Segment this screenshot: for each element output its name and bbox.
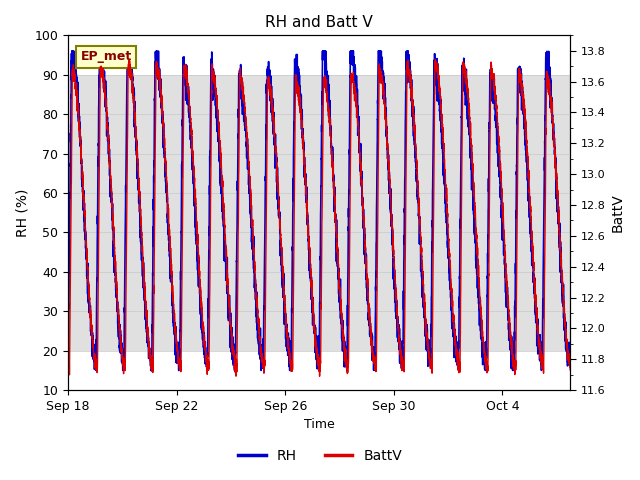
X-axis label: Time: Time [304,419,335,432]
Bar [68,75,570,351]
Text: EP_met: EP_met [81,50,132,63]
Legend: RH, BattV: RH, BattV [232,443,408,468]
Y-axis label: BattV: BattV [611,193,625,232]
Title: RH and Batt V: RH and Batt V [265,15,373,30]
Y-axis label: RH (%): RH (%) [15,189,29,237]
